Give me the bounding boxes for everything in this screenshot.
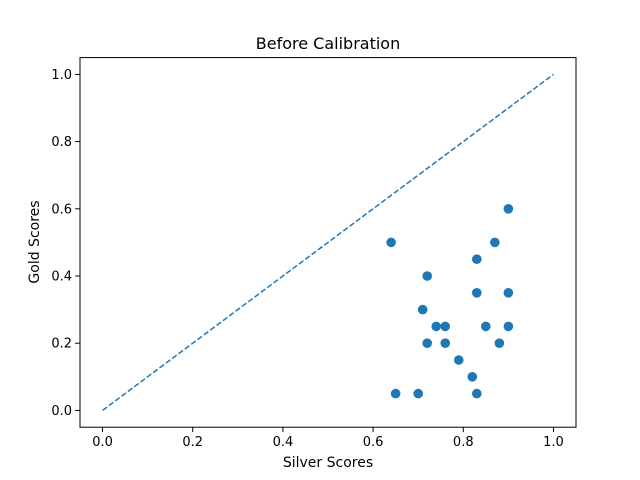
data-point: [413, 388, 423, 399]
data-point: [490, 237, 500, 248]
diagonal-reference-line: [102, 73, 554, 412]
data-point: [422, 338, 433, 349]
data-point: [440, 338, 451, 349]
x-tick-label: 0.4: [273, 435, 294, 450]
data-point: [467, 372, 478, 382]
data-point: [494, 338, 505, 349]
data-point: [503, 321, 514, 332]
data-point: [390, 388, 401, 399]
y-tick-label: 0.0: [51, 404, 72, 419]
data-point: [386, 237, 396, 248]
y-tick-label: 0.2: [51, 337, 72, 352]
y-tick-label: 1.0: [51, 68, 72, 83]
plot-frame: [79, 57, 577, 428]
data-point: [453, 355, 464, 365]
x-tick-label: 0.8: [453, 435, 474, 450]
x-tick-label: 0.0: [92, 435, 113, 450]
y-tick-label: 0.6: [51, 202, 72, 217]
y-axis: 0.0 0.2 0.4 0.6 0.8 1.0: [51, 68, 80, 419]
data-point: [440, 321, 451, 332]
data-point: [417, 304, 428, 315]
chart-title: Before Calibration: [256, 34, 400, 53]
y-tick-label: 0.4: [51, 270, 72, 285]
plot-area: [102, 73, 554, 412]
data-point: [481, 321, 491, 332]
x-tick-label: 1.0: [543, 435, 564, 450]
data-point: [431, 321, 442, 332]
x-axis: 0.0 0.2 0.4 0.6 0.8 1.0: [92, 427, 564, 450]
data-point: [503, 288, 514, 298]
x-tick-label: 0.2: [182, 435, 203, 450]
x-tick-label: 0.6: [363, 435, 384, 450]
data-point: [472, 388, 482, 399]
y-axis-title: Gold Scores: [27, 200, 43, 283]
data-point: [472, 254, 482, 264]
data-point: [503, 204, 514, 214]
data-point: [422, 271, 433, 281]
data-point: [472, 288, 482, 298]
y-tick-label: 0.8: [51, 135, 72, 150]
x-axis-title: Silver Scores: [283, 455, 373, 471]
